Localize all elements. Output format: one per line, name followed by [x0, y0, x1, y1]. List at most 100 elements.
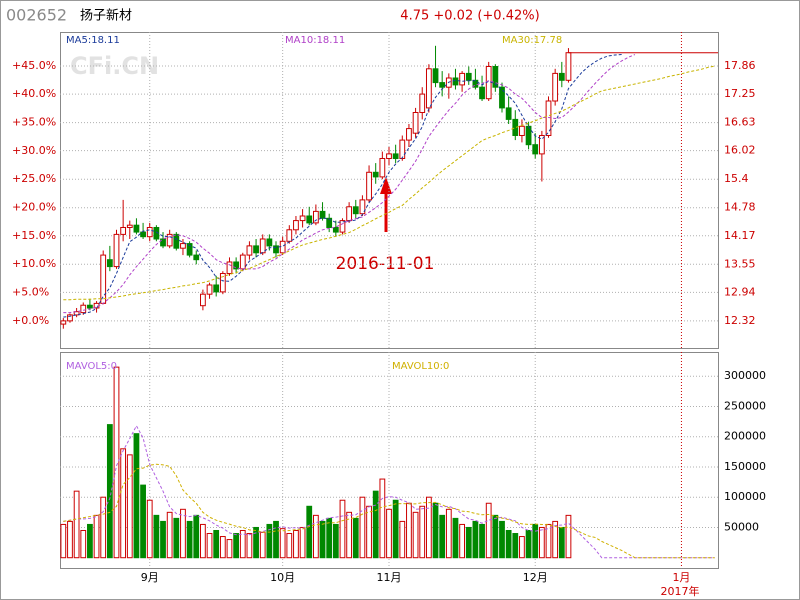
volume-bar: [519, 536, 525, 559]
volume-bar: [73, 490, 80, 559]
volume-bar: [339, 499, 346, 559]
candle-body: [126, 224, 133, 228]
volume-bar: [386, 508, 392, 559]
volume-bar: [60, 523, 67, 559]
candle-body: [306, 215, 313, 224]
y2-tick-label: +30.0%: [12, 144, 56, 157]
y-tick-label: 16.63: [724, 116, 756, 129]
candle-body: [465, 72, 472, 81]
volume-bar: [439, 514, 446, 559]
x-tick-label: 12月: [523, 571, 548, 584]
volume-bar: [332, 523, 339, 559]
volume-bar: [445, 508, 452, 559]
y2-tick-label: +10.0%: [12, 257, 56, 270]
y-tick-label: 14.78: [724, 201, 756, 214]
legend-entry: MAVOL10:0: [392, 361, 449, 372]
volume-bar: [133, 433, 140, 559]
volume-bar: [140, 484, 146, 559]
volume-bar: [146, 499, 153, 559]
candle-body: [406, 128, 412, 141]
legend-entry: MA10:18.11: [285, 35, 345, 46]
candle-body: [246, 245, 253, 256]
candle-body: [552, 72, 559, 102]
volume-bar: [87, 523, 93, 559]
candle-body: [173, 233, 180, 249]
volume-tick-label: 50000: [724, 520, 759, 533]
candle-body: [499, 86, 505, 109]
y2-tick-label: +35.0%: [12, 116, 56, 129]
volume-bar: [319, 520, 326, 559]
volume-ma-line: [63, 463, 715, 559]
y2-tick-label: +15.0%: [12, 229, 56, 242]
candle-body: [206, 284, 213, 295]
candle-body: [339, 220, 346, 233]
volume-bar: [379, 478, 386, 559]
volume-tick-label: 300000: [724, 369, 766, 382]
volume-bar: [406, 502, 412, 559]
candle-body: [565, 52, 572, 81]
volume-bar: [213, 529, 220, 559]
volume-bar: [552, 520, 559, 559]
candle-body: [186, 243, 193, 256]
volume-bar: [565, 514, 572, 559]
x-tick-label: 1月: [672, 571, 690, 584]
volume-bar: [505, 529, 512, 559]
volume-bar: [558, 526, 565, 559]
candle-body: [519, 125, 525, 136]
volume-ma-line: [63, 424, 715, 559]
candle-body: [512, 118, 519, 136]
candle-body: [419, 93, 426, 113]
volume-bar: [266, 523, 273, 559]
candle-body: [293, 220, 299, 231]
volume-bar: [492, 514, 499, 559]
stock-code: 002652: [6, 6, 67, 25]
candle-body: [180, 243, 186, 249]
ma-line: [63, 65, 715, 301]
volume-bar: [452, 517, 459, 559]
volume-bar: [399, 520, 406, 559]
candle-body: [140, 231, 146, 238]
candle-body: [219, 272, 226, 293]
candle-body: [193, 254, 200, 261]
annotation-arrow-head: [380, 177, 392, 194]
volume-bar: [293, 529, 299, 559]
volume-bar: [279, 528, 286, 559]
volume-bar: [259, 531, 266, 559]
x-tick-label: 10月: [270, 571, 295, 584]
volume-bar: [465, 526, 472, 559]
volume-bar: [193, 514, 200, 559]
volume-bar: [485, 502, 492, 559]
ma-line: [63, 54, 622, 318]
ma-line: [63, 54, 636, 314]
volume-bar: [113, 366, 120, 559]
volume-bar: [233, 533, 240, 559]
candle-body: [386, 153, 392, 159]
candle-body: [160, 238, 166, 247]
volume-bar: [120, 448, 127, 559]
volume-bar: [200, 523, 206, 559]
y-tick-label: 15.4: [724, 172, 749, 185]
stock-name: 扬子新材: [80, 8, 132, 24]
y2-tick-label: +40.0%: [12, 87, 56, 100]
candle-body: [492, 65, 499, 88]
candle-body: [432, 68, 439, 84]
volume-bar: [166, 511, 173, 559]
volume-bar: [180, 508, 186, 559]
candle-body: [239, 254, 246, 270]
candle-body: [558, 72, 565, 81]
volume-bar: [219, 536, 226, 559]
candle-body: [312, 210, 319, 224]
y-tick-label: 17.25: [724, 87, 756, 100]
candle-body: [472, 79, 479, 88]
y2-tick-label: +20.0%: [12, 201, 56, 214]
volume-bar: [126, 454, 133, 559]
candle-body: [326, 217, 333, 228]
y2-tick-label: +25.0%: [12, 172, 56, 185]
volume-tick-label: 100000: [724, 490, 766, 503]
candle-body: [366, 171, 372, 201]
candle-body: [425, 68, 432, 109]
volume-bar: [239, 529, 246, 559]
candle-body: [332, 226, 339, 233]
